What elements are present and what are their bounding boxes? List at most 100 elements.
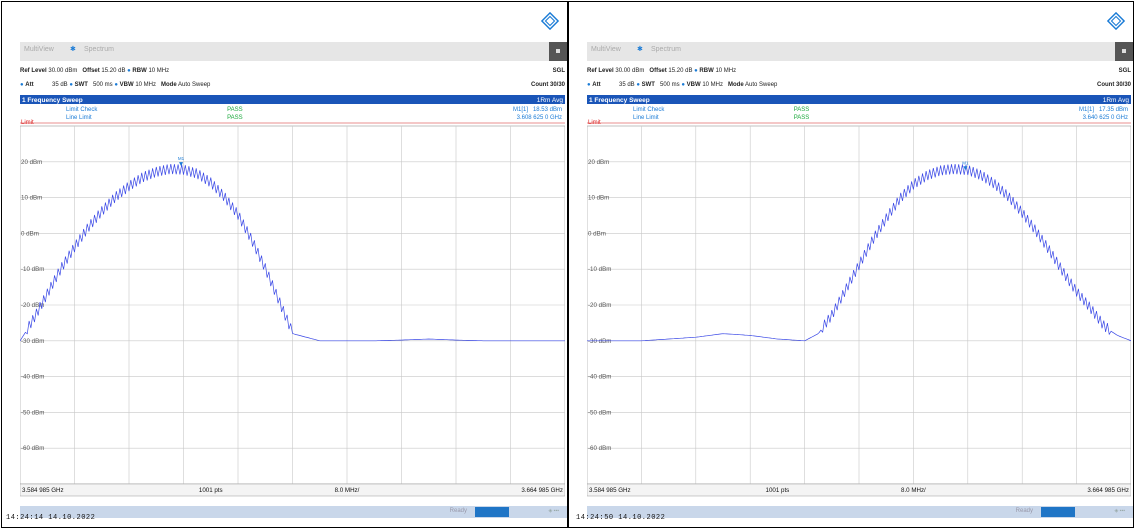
measurement-settings: Ref Level 30.00 dBm Offset 15.20 dB ● RB…	[587, 64, 1133, 94]
window-title: 1 Frequency Sweep	[22, 97, 83, 104]
sweep-count: Count 30/30	[530, 82, 565, 88]
att-value: 35 dB	[618, 82, 635, 88]
swt-value: 500 ms	[660, 82, 680, 88]
att-label: Att	[592, 82, 601, 88]
rbw-label: RBW	[132, 68, 147, 74]
y-tick-label: -10 dBm	[588, 266, 611, 273]
limit-tag: Limit	[588, 120, 601, 126]
analyzer-panel: MultiView ✱ Spectrum Ref Level 30.00 dBm…	[2, 2, 567, 527]
ref-level-value: 30.00 dBm	[48, 68, 78, 74]
spectrum-chart: 1 Frequency Sweep 1Rm Avg 20 dBm 10 dBm 0 dB…	[20, 95, 565, 497]
y-tick-label: 20 dBm	[21, 159, 42, 166]
rbw-value: 10 MHz	[715, 68, 737, 74]
window-title-bar	[20, 95, 565, 104]
y-tick-label: -60 dBm	[21, 445, 44, 452]
marker-icon[interactable]	[963, 166, 968, 171]
coupled-dot-icon: ●	[127, 68, 131, 74]
y-tick-label: 0 dBm	[588, 230, 606, 237]
limit-tag: Limit	[21, 120, 34, 126]
marker-level: 18.53 dBm	[533, 107, 562, 113]
window-title: 1 Frequency Sweep	[589, 97, 650, 104]
span-per-division: 8.0 MHz/	[335, 487, 360, 494]
stop-frequency: 3.664 985 GHz	[521, 487, 563, 494]
frequency-sweep-window[interactable]: 1 Frequency Sweep 1Rm Avg 20 dBm 10 dBm 0 dB…	[20, 95, 565, 501]
tab-multiview[interactable]: MultiView	[591, 46, 621, 53]
line-limit-label: Line Limit	[633, 115, 659, 121]
left-screenshot-frame: MultiView ✱ Spectrum Ref Level 30.00 dBm…	[1, 1, 568, 528]
vbw-value: 10 MHz	[702, 82, 723, 88]
rs-logo-icon	[1107, 12, 1125, 30]
offset-value: 15.20 dB	[668, 68, 693, 74]
att-value: 35 dB	[51, 82, 68, 88]
menu-button[interactable]	[549, 42, 567, 61]
window-title-bar	[587, 95, 1131, 104]
sgl-indicator: SGL	[1118, 68, 1131, 74]
swt-value: 500 ms	[93, 82, 113, 88]
tab-spectrum[interactable]: Spectrum	[651, 46, 681, 53]
y-tick-label: -10 dBm	[21, 266, 44, 273]
coupled-dot-icon: ●	[694, 68, 698, 74]
y-tick-label: 20 dBm	[588, 159, 609, 166]
span-per-division: 8.0 MHz/	[901, 487, 926, 494]
x-axis-footer	[587, 483, 1131, 497]
marker-tag: M1	[178, 156, 185, 161]
line-limit-result: PASS	[794, 115, 810, 121]
stop-frequency: 3.664 985 GHz	[1087, 487, 1129, 494]
status-text: Ready	[1015, 508, 1033, 514]
frequency-sweep-window[interactable]: 1 Frequency Sweep 1Rm Avg 20 dBm 10 dBm 0 dB…	[587, 95, 1131, 501]
marker-tag: M1	[962, 160, 969, 165]
rbw-label: RBW	[699, 68, 714, 74]
y-tick-label: -30 dBm	[21, 338, 44, 345]
sweep-points: 1001 pts	[766, 487, 790, 494]
y-tick-label: -50 dBm	[588, 409, 611, 416]
trace-mode: 1Rm Avg	[537, 97, 564, 104]
y-tick-label: -50 dBm	[21, 409, 44, 416]
line-limit-label: Line Limit	[66, 115, 92, 121]
att-label: Att	[25, 82, 34, 88]
coupled-dot-icon: ●	[587, 82, 591, 88]
timestamp: 14:24:50 14.10.2022	[576, 514, 666, 522]
y-tick-label: -60 dBm	[588, 445, 611, 452]
rs-logo-icon	[541, 12, 559, 30]
y-tick-label: -20 dBm	[21, 302, 44, 309]
swt-label: SWT	[641, 82, 655, 88]
menu-button[interactable]	[1115, 42, 1133, 61]
spectrum-chart: 1 Frequency Sweep 1Rm Avg 20 dBm 10 dBm 0 dB…	[587, 95, 1131, 497]
marker-label: M1[1]	[1079, 107, 1094, 113]
marker-label: M1[1]	[513, 107, 528, 113]
tab-spectrum[interactable]: Spectrum	[84, 46, 114, 53]
offset-label: Offset	[82, 68, 100, 74]
marker-icon[interactable]	[179, 162, 184, 167]
spectrum-trace	[20, 163, 565, 342]
star-icon: ✱	[70, 46, 76, 53]
mode-label: Mode	[161, 82, 177, 88]
status-bar: Ready ◈ ▪▪▪	[587, 506, 1133, 518]
coupled-dot-icon: ●	[681, 82, 685, 88]
marker-frequency: 3.640 625 0 GHz	[1083, 115, 1128, 121]
status-bar: Ready ◈ ▪▪▪	[20, 506, 567, 518]
limit-check-label: Limit Check	[66, 107, 98, 113]
sgl-indicator: SGL	[552, 68, 565, 74]
y-tick-label: 10 dBm	[21, 195, 42, 202]
menu-icon	[556, 49, 560, 53]
start-frequency: 3.584 985 GHz	[589, 487, 631, 494]
tab-multiview[interactable]: MultiView	[24, 46, 54, 53]
line-limit-result: PASS	[227, 115, 243, 121]
coupled-dot-icon: ●	[636, 82, 640, 88]
offset-label: Offset	[649, 68, 667, 74]
mode-value: Auto Sweep	[745, 82, 778, 88]
swt-label: SWT	[74, 82, 88, 88]
ref-level-value: 30.00 dBm	[615, 68, 645, 74]
rs-small-logo-icon: ◈ ▪▪▪	[1114, 508, 1125, 514]
y-tick-label: -40 dBm	[21, 374, 44, 381]
vbw-value: 10 MHz	[135, 82, 156, 88]
y-tick-label: 0 dBm	[21, 230, 39, 237]
marker-frequency: 3.608 625 0 GHz	[517, 115, 562, 121]
ref-level-label: Ref Level	[20, 68, 47, 74]
marker-level: 17.35 dBm	[1099, 107, 1128, 113]
sweep-points: 1001 pts	[199, 487, 223, 494]
coupled-dot-icon: ●	[20, 82, 24, 88]
menu-icon	[1122, 49, 1126, 53]
right-screenshot-frame: MultiView ✱ Spectrum Ref Level 30.00 dBm…	[568, 1, 1134, 528]
mode-label: Mode	[728, 82, 744, 88]
